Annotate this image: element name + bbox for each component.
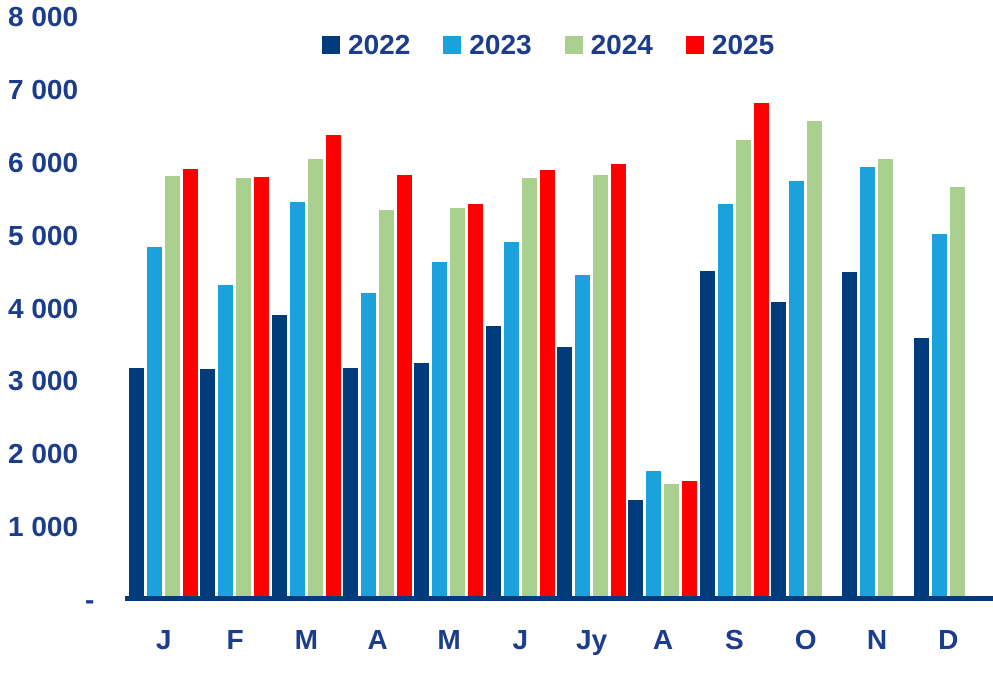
bar-2022-N: [842, 272, 858, 598]
bar-2022-M: [414, 363, 430, 598]
legend-label: 2023: [469, 29, 532, 60]
bar-2023-J: [147, 247, 163, 598]
bar-2023-D: [931, 234, 947, 598]
legend-item-2025: 2025: [685, 29, 775, 60]
bar-2024-M: [450, 208, 466, 598]
legend-swatch-2024: [564, 36, 583, 54]
bar-group-F: [199, 15, 270, 598]
bar-2022-J: [485, 326, 501, 598]
bar-2023-S: [717, 203, 733, 598]
legend-swatch-2022: [322, 36, 340, 54]
bar-group-A: [342, 15, 413, 598]
y-tick-label: 1 000: [8, 511, 79, 542]
legend-swatch-2025: [685, 36, 704, 54]
bar-2025-M: [468, 204, 484, 598]
bar-2025-A: [682, 481, 698, 598]
bar-2024-A: [664, 484, 680, 598]
x-label-A: A: [652, 624, 674, 655]
x-label-J: J: [512, 624, 529, 655]
bar-2025-M: [325, 134, 341, 598]
bar-2023-M: [289, 202, 305, 598]
bar-2023-N: [860, 167, 876, 598]
x-label-N: N: [866, 624, 888, 655]
y-tick-label: 4 000: [8, 293, 79, 324]
bar-2024-N: [878, 158, 894, 598]
bar-2023-A: [646, 471, 662, 598]
legend-item-2024: 2024: [564, 29, 653, 60]
bar-2024-J: [165, 176, 181, 598]
legend-label: 2022: [348, 29, 411, 60]
legend-swatch-2023: [443, 36, 462, 54]
y-tick-label: 2 000: [8, 438, 79, 469]
bar-2022-S: [699, 270, 715, 598]
x-axis-labels: J F M A M J Jy A S O N D: [128, 620, 984, 654]
bar-2025-J: [539, 170, 555, 598]
bar-2022-A: [343, 368, 359, 598]
bar-2022-M: [271, 314, 287, 598]
bar-2025-S: [753, 103, 769, 598]
plot-area: [128, 15, 984, 598]
bar-2023-J: [503, 241, 519, 598]
bar-2023-F: [218, 284, 234, 598]
x-label-Jy: Jy: [576, 624, 608, 655]
bar-2023-Jy: [575, 275, 591, 598]
bar-group-M: [413, 15, 484, 598]
x-label-M: M: [437, 624, 461, 655]
bar-2022-Jy: [557, 346, 573, 598]
bar-2024-M: [307, 158, 323, 598]
bar-2022-J: [129, 368, 145, 598]
bar-group-N: [841, 15, 912, 598]
bar-group-O: [770, 15, 841, 598]
x-label-O: O: [794, 624, 817, 655]
y-tick-label: 7 000: [8, 74, 79, 105]
bar-group-A: [627, 15, 698, 598]
x-label-F: F: [226, 624, 244, 655]
bar-2024-S: [735, 140, 751, 598]
x-label-S: S: [724, 624, 744, 655]
bar-2022-A: [628, 500, 644, 598]
bar-2025-J: [183, 168, 199, 598]
bar-2025-A: [397, 174, 413, 598]
x-label-J: J: [155, 624, 172, 655]
bar-2022-F: [200, 369, 216, 598]
bar-2024-D: [949, 187, 965, 598]
bar-2023-O: [789, 181, 805, 598]
bar-2024-A: [379, 210, 395, 598]
bar-2024-F: [236, 178, 252, 598]
bar-2025-F: [254, 176, 270, 598]
bar-group-S: [699, 15, 770, 598]
bar-group-J: [485, 15, 556, 598]
y-tick-label: 3 000: [8, 365, 79, 396]
y-tick-label: 8 000: [8, 1, 79, 32]
chart-legend: 2022 2023 2024 2025: [322, 31, 774, 59]
bar-2022-D: [913, 337, 929, 598]
bar-group-M: [271, 15, 342, 598]
x-label-D: D: [938, 624, 959, 655]
bar-2025-Jy: [611, 163, 627, 598]
y-tick-label: 5 000: [8, 220, 79, 251]
bar-2024-J: [521, 178, 537, 598]
bar-group-J: [128, 15, 199, 598]
bar-2023-A: [361, 292, 377, 598]
bar-2024-Jy: [593, 174, 609, 598]
bar-2022-O: [771, 302, 787, 598]
x-axis-line: [125, 596, 993, 601]
y-tick-label: 6 000: [8, 147, 79, 178]
legend-label: 2024: [590, 29, 653, 60]
bar-group-Jy: [556, 15, 627, 598]
bar-2023-M: [432, 262, 448, 598]
bar-2024-O: [807, 121, 823, 598]
x-label-A: A: [367, 624, 388, 655]
bar-group-D: [913, 15, 984, 598]
legend-item-2023: 2023: [443, 29, 532, 60]
x-label-M: M: [294, 624, 318, 655]
y-tick-label: -: [85, 584, 95, 615]
legend-label: 2025: [711, 29, 775, 60]
legend-item-2022: 2022: [322, 31, 410, 59]
